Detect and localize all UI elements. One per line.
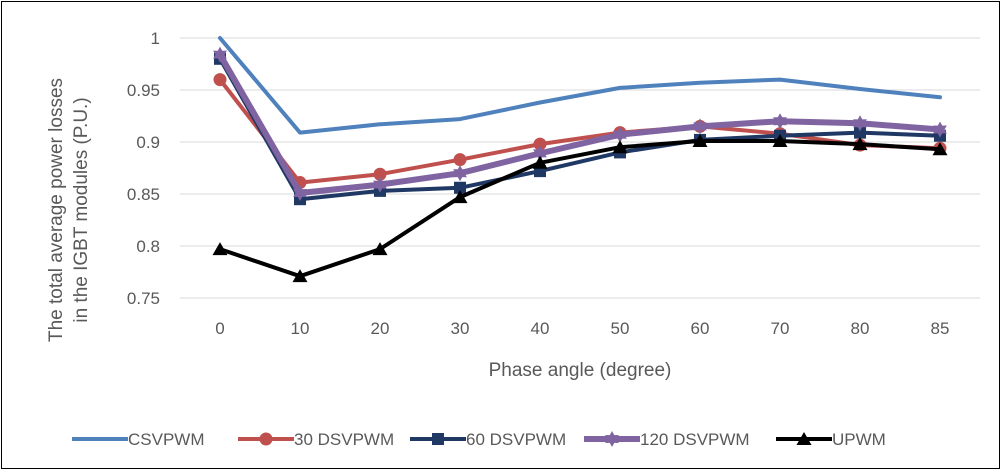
data-point <box>373 167 387 181</box>
legend-marker <box>259 432 273 446</box>
legend-item: UPWM <box>776 430 886 449</box>
x-tick-label: 80 <box>851 319 870 338</box>
legend-label: UPWM <box>832 430 886 449</box>
y-tick-label: 0.8 <box>136 237 160 256</box>
legend-label: CSVPWM <box>128 430 205 449</box>
legend-label: 120 DSVPWM <box>640 430 750 449</box>
data-point <box>612 140 628 154</box>
data-point <box>213 46 227 63</box>
y-tick-label: 0.95 <box>127 81 160 100</box>
legend-marker <box>796 432 812 445</box>
data-point <box>293 185 307 201</box>
y-tick-label: 0.85 <box>127 185 160 204</box>
x-tick-label: 40 <box>531 319 550 338</box>
x-tick-label: 20 <box>371 319 390 338</box>
data-point <box>452 190 468 204</box>
data-point <box>372 242 388 256</box>
data-point <box>692 133 708 147</box>
data-point <box>932 142 948 156</box>
data-point <box>693 118 707 135</box>
x-tick-label: 60 <box>691 319 710 338</box>
y-tick-label: 0.9 <box>136 133 160 152</box>
legend-marker <box>605 431 619 447</box>
data-point <box>212 242 228 256</box>
y-tick-label: 1 <box>151 29 160 48</box>
data-point <box>533 137 547 151</box>
series-group <box>212 36 948 283</box>
y-axis-title: The total average power losses <box>46 78 67 342</box>
data-point <box>852 137 868 151</box>
x-tick-label: 70 <box>771 319 790 338</box>
legend-marker <box>432 433 444 445</box>
legend-item: 60 DSVPWM <box>410 430 566 449</box>
legend: CSVPWM 30 DSVPWM 60 DSVPWM 120 DSVPWM UPWM <box>72 430 886 449</box>
data-point <box>773 113 787 130</box>
data-point <box>373 176 387 193</box>
series-csvpwm <box>218 36 942 135</box>
data-point <box>854 126 866 139</box>
x-tick-label: 50 <box>611 319 630 338</box>
series-line <box>217 51 943 196</box>
data-point <box>453 153 467 167</box>
legend-label: 30 DSVPWM <box>294 430 394 449</box>
data-point <box>853 115 867 132</box>
data-point <box>292 269 308 283</box>
legend-item: CSVPWM <box>72 430 205 449</box>
data-point <box>213 73 227 87</box>
series-line <box>218 56 942 202</box>
x-tick-label: 0 <box>215 319 224 338</box>
data-point <box>453 165 467 182</box>
x-tick-label: 10 <box>291 319 310 338</box>
data-point <box>533 145 547 162</box>
series-120-dsvpwm <box>213 46 947 201</box>
legend-item: 120 DSVPWM <box>584 430 750 449</box>
y-tick-labels: 0.75 0.8 0.85 0.9 0.95 1 <box>127 29 160 308</box>
legend-label: 60 DSVPWM <box>466 430 566 449</box>
series-upwm <box>212 133 948 283</box>
x-tick-label: 30 <box>451 319 470 338</box>
y-axis-title-line-1: The total average power losses <box>46 78 67 342</box>
x-axis-title: Phase angle (degree) <box>489 360 672 381</box>
series-line <box>218 36 942 135</box>
series-line <box>218 139 942 279</box>
y-axis-title-line-2-text: in the IGBT modules (P.U.) <box>71 97 92 322</box>
data-point <box>772 133 788 147</box>
data-point <box>532 155 548 169</box>
data-point <box>454 181 466 194</box>
legend-item: 30 DSVPWM <box>238 430 394 449</box>
data-point <box>933 121 947 138</box>
y-tick-label: 0.75 <box>127 289 160 308</box>
x-tick-labels: 0 10 20 30 40 50 60 70 80 85 <box>215 319 949 338</box>
x-tick-label: 85 <box>931 319 950 338</box>
series-line <box>218 77 942 185</box>
y-axis-title-line-2: in the IGBT modules (P.U.) <box>71 97 92 322</box>
data-point <box>613 126 627 143</box>
gridlines <box>180 37 980 299</box>
